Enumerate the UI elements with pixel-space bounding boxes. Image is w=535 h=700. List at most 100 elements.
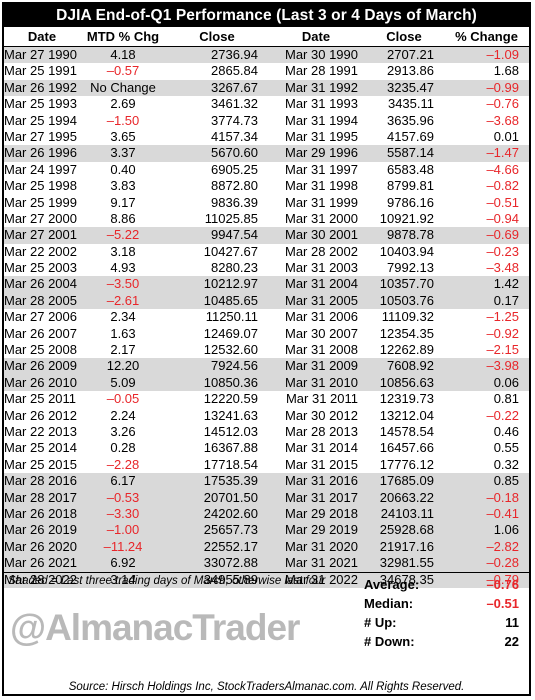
cell-mtd-chg: 4.93 (110, 260, 136, 276)
table-row: Mar 27 2001 –5.22 9947.54 Mar 30 2001 9878.7… (4, 227, 529, 244)
cell-close-2: 8799.81 (387, 178, 434, 194)
cell-close-2: 9786.16 (387, 194, 434, 210)
table-row: Mar 26 1992 No Change 3267.67 Mar 31 1992 32… (4, 79, 529, 97)
cell-pct-change: –0.99 (486, 79, 519, 95)
cell-pct-change: –0.41 (486, 505, 519, 521)
table-row: Mar 28 2016 6.17 17535.39 Mar 31 2016 17685.… (4, 473, 529, 490)
stat-label: # Down: (364, 634, 415, 649)
table-title: DJIA End-of-Q1 Performance (Last 3 or 4 … (4, 4, 529, 27)
cell-close-2: 17685.09 (379, 473, 434, 489)
cell-close: 5670.60 (211, 145, 258, 161)
cell-date: Mar 26 2021 (4, 555, 77, 571)
cell-pct-change: –3.98 (486, 358, 519, 374)
cell-date-2: Mar 31 1998 (285, 178, 358, 194)
cell-date: Mar 26 2004 (4, 276, 77, 292)
cell-date: Mar 27 2001 (4, 227, 77, 243)
cell-pct-change: –0.22 (486, 407, 519, 423)
cell-date: Mar 28 2016 (4, 473, 77, 489)
cell-date-2: Mar 31 1993 (285, 96, 358, 112)
cell-close-2: 5587.14 (387, 145, 434, 161)
cell-date-2: Mar 31 1992 (285, 79, 358, 95)
cell-date: Mar 25 2003 (4, 260, 77, 276)
cell-pct-change: 1.06 (493, 522, 519, 538)
cell-mtd-chg: 5.09 (110, 374, 136, 390)
cell-pct-change: 0.32 (493, 456, 519, 472)
cell-date-2: Mar 28 1991 (285, 63, 358, 79)
cell-date: Mar 27 1990 (4, 47, 77, 62)
table-row: Mar 25 2011 –0.05 12220.59 Mar 31 2011 12319… (4, 391, 529, 407)
summary-stats: Average: –0.76 Median: –0.51 # Up: 11 # Down: 2… (364, 575, 529, 651)
header-row: Date MTD % Chg Close Date Close % Change (4, 27, 529, 47)
cell-close: 7924.56 (211, 358, 258, 374)
cell-pct-change: –0.82 (486, 178, 519, 194)
cell-mtd-chg: 6.17 (110, 473, 136, 489)
cell-date: Mar 25 1999 (4, 194, 77, 210)
cell-date-2: Mar 29 2018 (285, 505, 358, 521)
cell-date-2: Mar 31 1994 (285, 112, 358, 128)
table-row: Mar 25 1998 3.83 8872.80 Mar 31 1998 8799.81… (4, 178, 529, 194)
cell-date-2: Mar 31 2009 (285, 358, 358, 374)
cell-date: Mar 22 2013 (4, 423, 77, 439)
cell-pct-change: 1.68 (493, 63, 519, 79)
cell-pct-change: –2.82 (486, 538, 519, 554)
table-row: Mar 24 1997 0.40 6905.25 Mar 31 1997 6583.48… (4, 162, 529, 178)
cell-date: Mar 27 1995 (4, 128, 77, 144)
cell-pct-change: –0.23 (486, 243, 519, 259)
cell-date-2: Mar 30 2012 (285, 407, 358, 423)
table-row: Mar 26 1996 3.37 5670.60 Mar 29 1996 5587.14… (4, 145, 529, 162)
cell-close: 16367.88 (203, 440, 258, 456)
cell-close: 11250.11 (205, 309, 258, 325)
cell-mtd-chg: 8.86 (110, 210, 136, 226)
cell-close: 25657.73 (203, 522, 258, 538)
stat-value: 22 (504, 634, 519, 649)
cell-date: Mar 25 1991 (4, 63, 77, 79)
cell-mtd-chg: No Change (90, 79, 156, 95)
cell-close-2: 12354.35 (379, 325, 434, 341)
cell-close-2: 32981.55 (379, 555, 434, 571)
cell-close: 12220.59 (203, 391, 258, 407)
cell-close: 6905.25 (211, 161, 258, 177)
table-body: Mar 27 1990 4.18 2736.94 Mar 30 1990 2707.21… (4, 47, 529, 588)
cell-mtd-chg: –11.24 (103, 538, 143, 554)
cell-date-2: Mar 31 2014 (285, 440, 358, 456)
cell-pct-change: –3.48 (486, 260, 519, 276)
cell-date-2: Mar 30 2007 (285, 325, 358, 341)
cell-close-2: 10856.63 (379, 374, 434, 390)
cell-date: Mar 28 2017 (4, 489, 77, 505)
cell-close-2: 10357.70 (379, 276, 434, 292)
cell-close: 20701.50 (203, 489, 258, 505)
cell-close: 10427.67 (203, 243, 258, 259)
cell-close-2: 7992.13 (387, 260, 434, 276)
stat-row: # Down: 22 (364, 632, 529, 651)
stat-row: # Up: 11 (364, 613, 529, 632)
cell-close: 33072.88 (203, 555, 258, 571)
cell-mtd-chg: –5.22 (106, 227, 140, 243)
cell-pct-change: –2.15 (486, 342, 519, 358)
cell-close-2: 3435.11 (387, 96, 434, 112)
shading-note: Shaded = Last three trading days of Marc… (8, 575, 326, 587)
cell-close: 22552.17 (203, 538, 258, 554)
cell-date: Mar 25 1994 (4, 112, 77, 128)
cell-close-2: 12262.89 (379, 342, 434, 358)
cell-close: 24202.60 (203, 505, 258, 521)
cell-pct-change: –3.68 (486, 112, 519, 128)
stat-row: Average: –0.76 (364, 575, 529, 594)
cell-date-2: Mar 31 2017 (285, 489, 358, 505)
cell-pct-change: –0.94 (486, 210, 519, 226)
cell-close-2: 25928.68 (379, 522, 434, 538)
cell-close: 10212.97 (203, 276, 258, 292)
cell-close-2: 16457.66 (379, 440, 434, 456)
cell-mtd-chg: –0.53 (106, 489, 140, 505)
cell-mtd-chg: 3.14 (110, 571, 136, 587)
cell-date-2: Mar 31 1995 (285, 128, 358, 144)
cell-mtd-chg: –0.05 (106, 391, 140, 407)
cell-mtd-chg: 3.83 (110, 178, 136, 194)
cell-mtd-chg: 0.28 (110, 440, 136, 456)
cell-close-2: 21917.16 (379, 538, 434, 554)
cell-date-2: Mar 31 1997 (285, 161, 358, 177)
table-row: Mar 26 2009 12.20 7924.56 Mar 31 2009 7608.9… (4, 358, 529, 375)
cell-date-2: Mar 31 1999 (285, 194, 358, 210)
cell-date: Mar 26 2009 (4, 358, 77, 374)
cell-close: 3267.67 (211, 79, 258, 95)
